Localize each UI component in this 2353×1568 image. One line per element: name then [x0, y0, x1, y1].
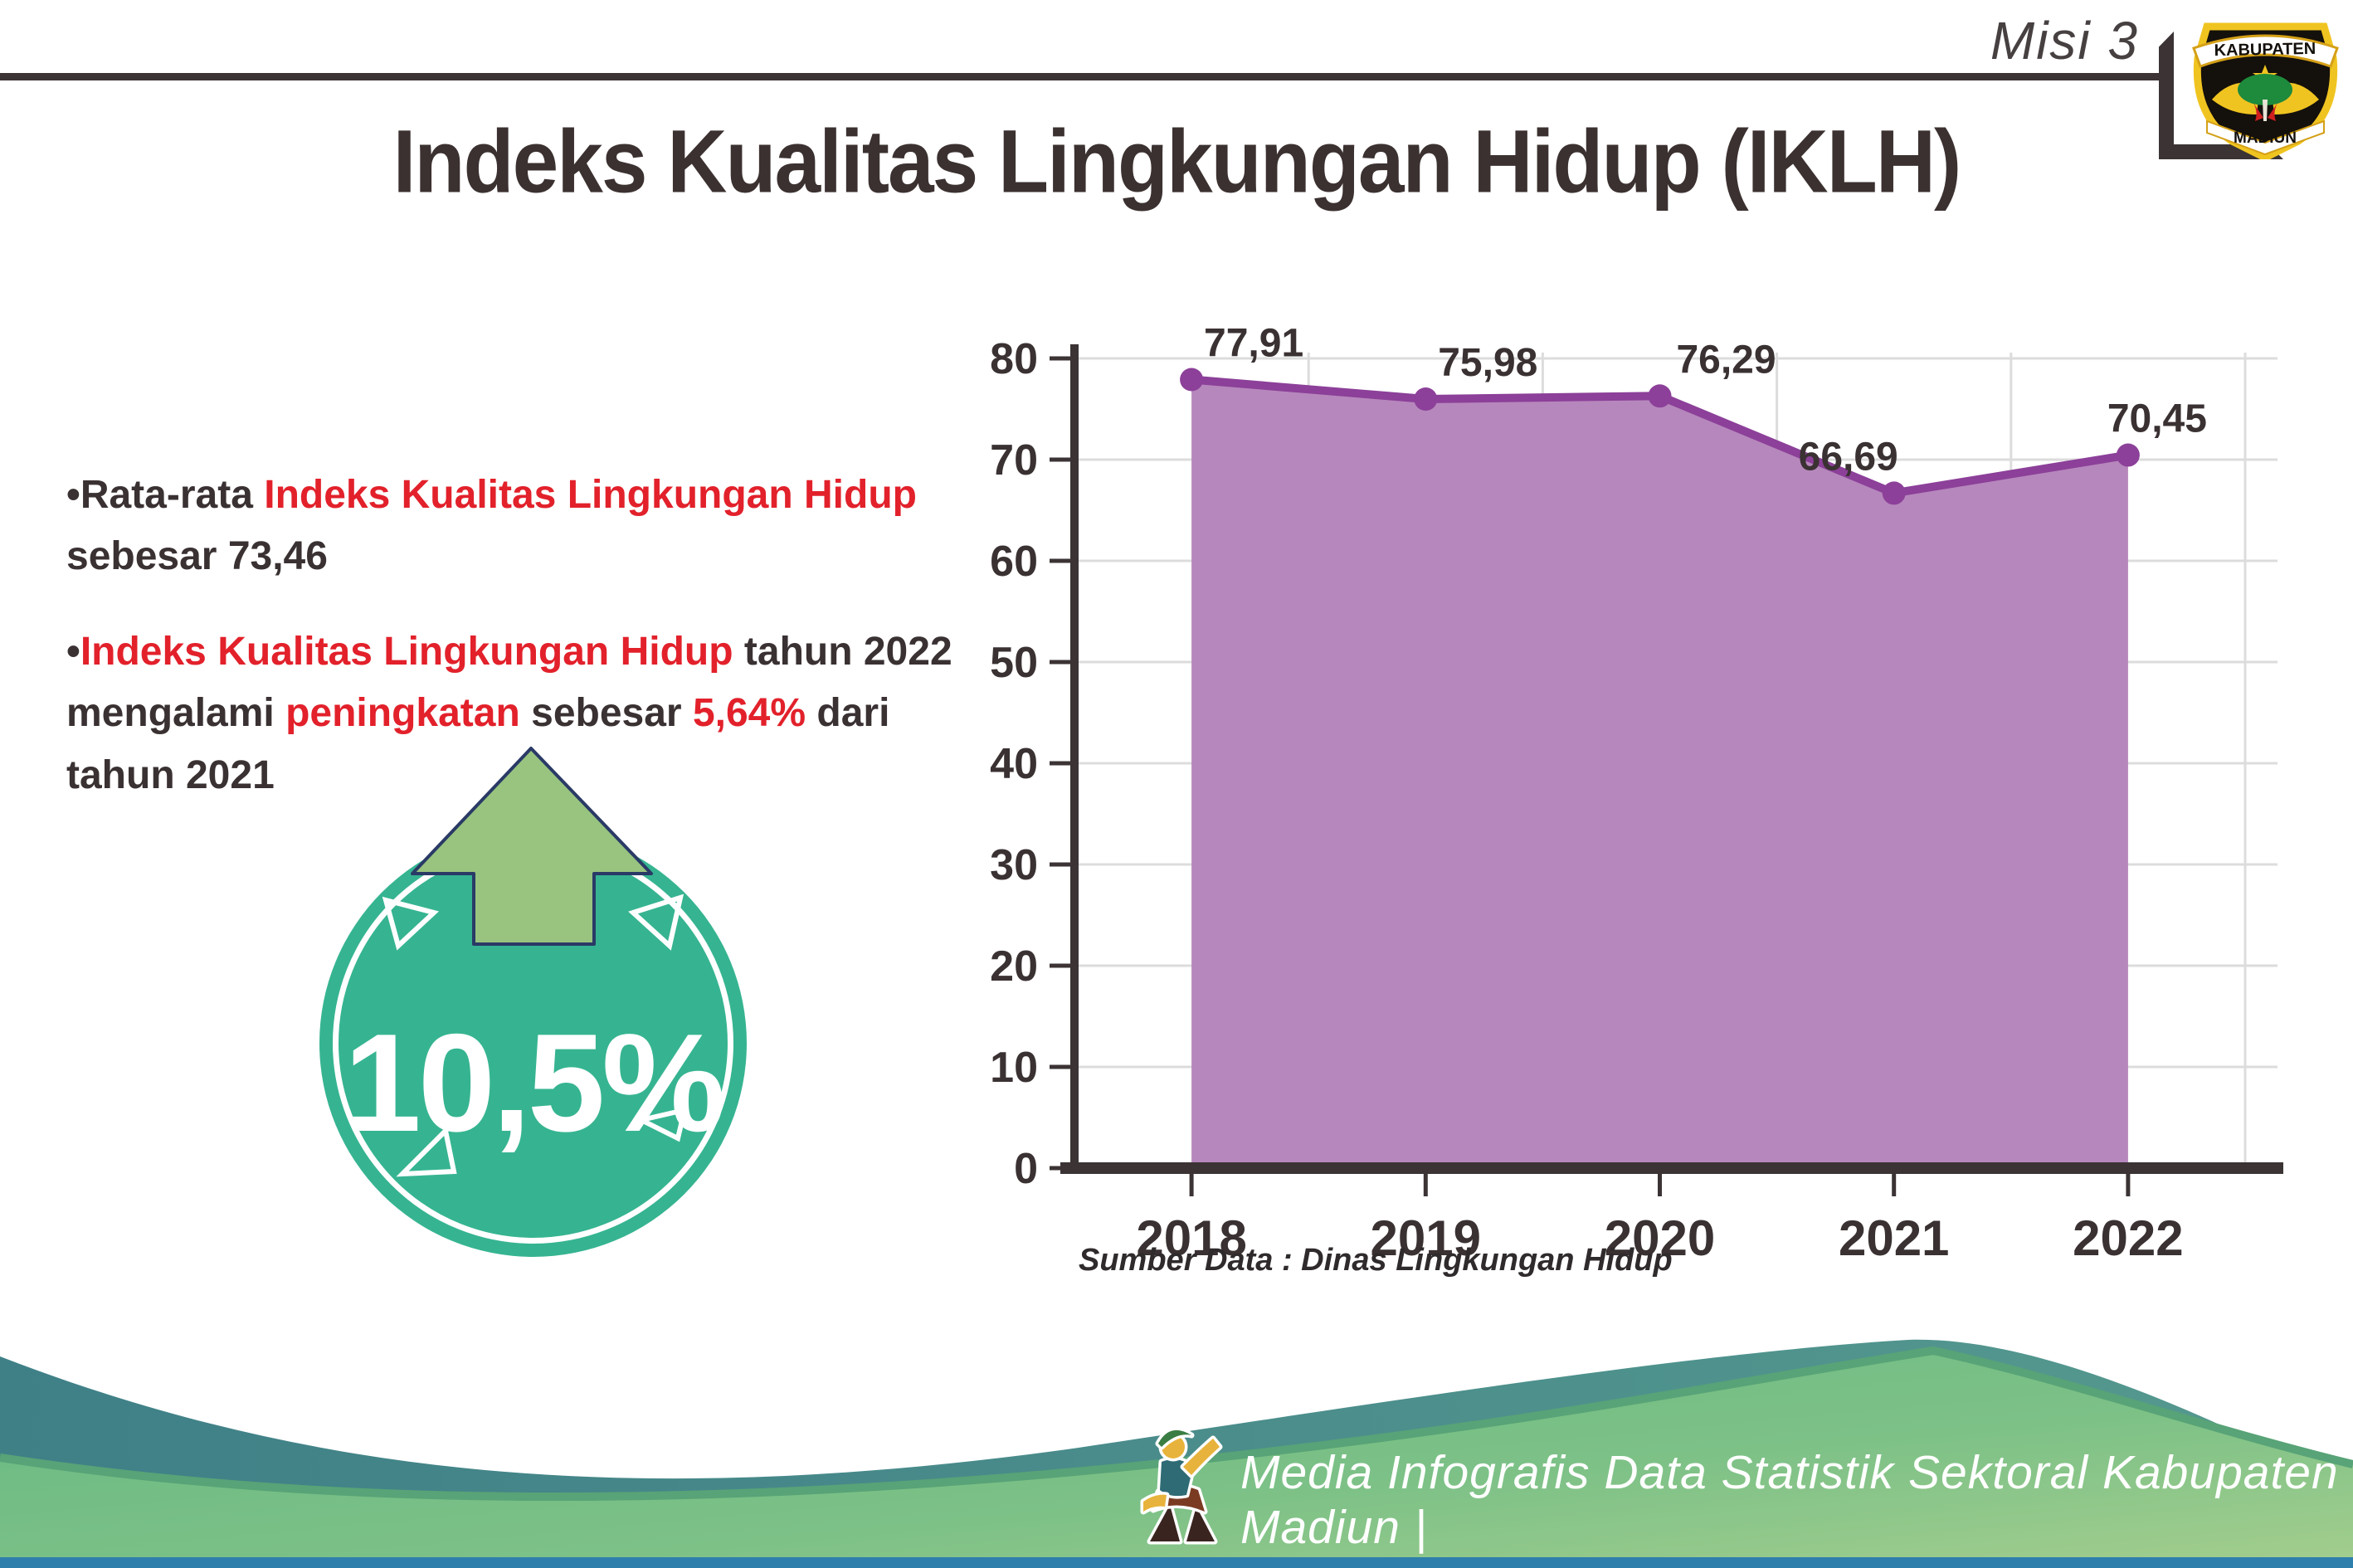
wave-green — [0, 1351, 2353, 1568]
data-label: 77,91 — [1204, 321, 1303, 365]
source-note: Sumber Data : Dinas Lingkungan Hidup — [1079, 1243, 1673, 1278]
logo-tree — [2238, 74, 2292, 105]
logo-band — [2206, 119, 2325, 156]
x-tick-label: 2022 — [2073, 1210, 2183, 1266]
y-tick-label: 80 — [990, 335, 1038, 383]
logo-flame-left — [2253, 103, 2263, 121]
data-label: 66,69 — [1799, 435, 1898, 479]
y-tick-label: 0 — [1014, 1145, 1038, 1193]
y-tick-label: 40 — [990, 740, 1038, 788]
bullet-text-segment: Indeks Kualitas Lingkungan Hidup — [264, 473, 917, 517]
bullet-text-segment: Indeks Kualitas Lingkungan Hidup — [80, 629, 733, 674]
x-tick-label: 2020 — [1605, 1210, 1715, 1266]
increase-percentage: 10,5% — [343, 1004, 725, 1161]
kabupaten-madiun-logo-icon: KABUPATEN MADIUN — [2192, 22, 2339, 159]
y-tick-label: 70 — [990, 436, 1038, 485]
bullet-text-segment: tahun 2022 mengalami — [66, 629, 952, 736]
bullet-dot: • — [66, 473, 80, 517]
bullet-text-segment: sebesar — [519, 691, 693, 736]
data-point — [1414, 387, 1438, 411]
x-tick-label: 2019 — [1371, 1210, 1481, 1266]
bullet-text-segment: peningkatan — [285, 691, 520, 736]
footer-caption: Media Infografis Data Statistik Sektoral… — [1240, 1446, 2339, 1554]
logo-bottom-text: MADIUN — [2234, 129, 2297, 147]
data-label: 75,98 — [1438, 341, 1537, 385]
bottom-bar — [0, 1557, 2353, 1568]
x-tick-label: 2018 — [1136, 1210, 1246, 1266]
y-tick-label: 50 — [990, 639, 1038, 687]
arrow-up-icon — [411, 747, 653, 946]
wave-green-edge — [0, 1346, 2353, 1502]
logo-ribbon — [2192, 34, 2339, 68]
area-fill — [1191, 379, 2128, 1168]
bullet-text-segment: Rata-rata — [80, 473, 265, 517]
data-label: 70,45 — [2107, 397, 2207, 441]
dancer-mascot-icon — [1140, 1427, 1223, 1545]
data-label: 76,29 — [1676, 338, 1776, 382]
iklh-area-chart: 0 10 20 30 40 50 60 70 80 2018 2019 2020 2021 2022 77,… — [990, 321, 2283, 1266]
y-tick-label: 20 — [990, 942, 1038, 991]
header-rule — [0, 73, 2161, 80]
bullet-item: •Rata-rata Indeks Kualitas Lingkungan Hi… — [66, 465, 1004, 588]
data-point — [1882, 481, 1906, 505]
bullet-list: •Rata-rata Indeks Kualitas Lingkungan Hi… — [66, 465, 1004, 840]
bullet-text-segment: dari tahun 2021 — [66, 691, 890, 797]
bullet-item: •Indeks Kualitas Lingkungan Hidup tahun … — [66, 621, 1004, 806]
data-point — [1180, 368, 1204, 392]
logo-top-text: KABUPATEN — [2214, 40, 2316, 60]
y-tick-label: 30 — [990, 841, 1038, 889]
y-tick-label: 60 — [990, 538, 1038, 586]
bullet-text-segment: 5,64% — [692, 691, 806, 736]
logo-flame-right — [2268, 103, 2277, 121]
data-point — [2116, 443, 2140, 467]
page-title: Indeks Kualitas Lingkungan Hidup (IKLH) — [392, 111, 1962, 212]
x-tick-label: 2021 — [1839, 1210, 1949, 1266]
bullet-text-segment: sebesar 73,46 — [66, 534, 328, 579]
logo-tree-trunk — [2263, 100, 2268, 121]
misi-label: Misi 3 — [1990, 11, 2139, 71]
logo-bracket-vertical — [2159, 32, 2174, 159]
y-tick-label: 10 — [990, 1044, 1038, 1092]
bullet-dot: • — [66, 629, 80, 674]
data-point — [1648, 384, 1672, 408]
badge-triangle-decorations — [382, 894, 689, 1177]
